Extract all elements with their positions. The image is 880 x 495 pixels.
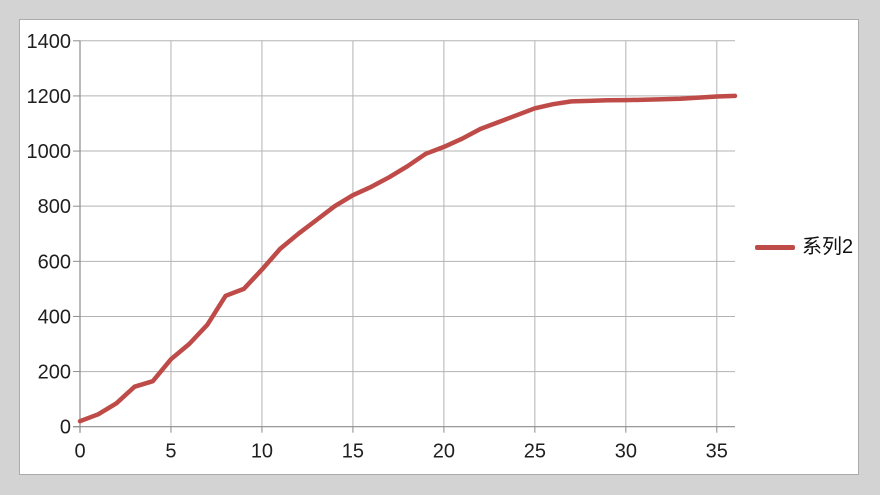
y-tick-label: 0 (60, 417, 71, 439)
x-tick-label: 35 (706, 441, 728, 463)
x-tick-label: 10 (251, 441, 273, 463)
legend[interactable]: 系列2 (755, 234, 853, 260)
x-tick-label: 0 (74, 441, 85, 463)
x-tick-label: 5 (165, 441, 176, 463)
y-tick-label: 1000 (27, 141, 72, 163)
y-tick-label: 600 (38, 251, 71, 273)
x-tick-label: 30 (615, 441, 637, 463)
y-tick-label: 800 (38, 196, 71, 218)
y-tick-label: 400 (38, 306, 71, 328)
legend-label: 系列2 (802, 236, 854, 258)
x-tick-label: 20 (433, 441, 455, 463)
x-tick-label: 15 (342, 441, 364, 463)
y-tick-label: 1200 (27, 86, 72, 108)
series-line-系列2[interactable] (77, 93, 738, 424)
y-tick-label: 1400 (27, 31, 72, 53)
x-tick-label: 25 (524, 441, 546, 463)
y-tick-label: 200 (38, 362, 71, 384)
legend-line-marker (755, 244, 795, 250)
